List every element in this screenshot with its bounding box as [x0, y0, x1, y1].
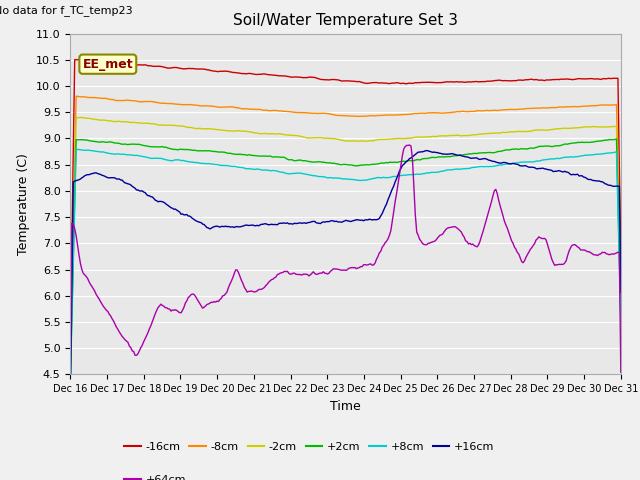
-8cm — [351, 113, 359, 119]
+2cm — [617, 313, 625, 319]
-16cm — [617, 253, 625, 259]
+64cm — [542, 237, 550, 243]
Line: -8cm: -8cm — [70, 96, 621, 353]
-8cm — [617, 291, 625, 297]
Line: +8cm: +8cm — [70, 149, 621, 380]
-2cm — [351, 138, 359, 144]
+8cm — [614, 206, 622, 212]
Text: EE_met: EE_met — [83, 58, 133, 71]
+16cm — [349, 218, 357, 224]
+64cm — [85, 279, 93, 285]
+16cm — [85, 172, 93, 178]
-16cm — [77, 57, 84, 62]
+8cm — [86, 148, 94, 154]
+16cm — [460, 154, 468, 159]
+64cm — [67, 349, 74, 355]
-16cm — [614, 75, 622, 81]
+8cm — [351, 177, 359, 182]
+8cm — [542, 156, 550, 162]
-2cm — [614, 184, 622, 190]
-8cm — [542, 105, 550, 111]
+8cm — [104, 150, 111, 156]
-2cm — [460, 133, 468, 139]
+2cm — [612, 136, 620, 142]
-8cm — [614, 165, 622, 170]
+2cm — [102, 139, 110, 145]
+64cm — [617, 369, 625, 375]
Title: Soil/Water Temperature Set 3: Soil/Water Temperature Set 3 — [233, 13, 458, 28]
-8cm — [67, 350, 74, 356]
+8cm — [72, 146, 80, 152]
+16cm — [423, 148, 431, 154]
Line: -16cm: -16cm — [70, 60, 621, 335]
+16cm — [614, 183, 622, 189]
+16cm — [67, 394, 74, 399]
+2cm — [349, 163, 357, 168]
-8cm — [460, 108, 468, 114]
Line: +16cm: +16cm — [70, 151, 621, 396]
-16cm — [542, 77, 550, 83]
-2cm — [67, 362, 74, 368]
X-axis label: Time: Time — [330, 400, 361, 413]
+8cm — [460, 166, 468, 172]
Text: No data for f_TC_temp23: No data for f_TC_temp23 — [0, 5, 132, 16]
+64cm — [406, 142, 413, 148]
-16cm — [86, 59, 94, 64]
-2cm — [542, 127, 550, 133]
+64cm — [614, 249, 622, 255]
+2cm — [614, 195, 622, 201]
Legend: +64cm: +64cm — [120, 470, 191, 480]
-16cm — [460, 79, 468, 85]
+64cm — [102, 307, 110, 313]
-2cm — [617, 305, 625, 311]
+2cm — [541, 143, 548, 149]
-16cm — [351, 78, 359, 84]
+16cm — [542, 166, 550, 172]
Y-axis label: Temperature (C): Temperature (C) — [17, 153, 31, 255]
+8cm — [67, 377, 74, 383]
-8cm — [72, 93, 80, 99]
Line: -2cm: -2cm — [70, 118, 621, 365]
-16cm — [67, 332, 74, 338]
-2cm — [78, 115, 86, 120]
-2cm — [86, 116, 94, 121]
-8cm — [104, 96, 111, 102]
-2cm — [104, 118, 111, 124]
+64cm — [349, 265, 357, 271]
+16cm — [102, 174, 110, 180]
+16cm — [617, 289, 625, 295]
Line: +64cm: +64cm — [70, 145, 621, 372]
+64cm — [460, 234, 468, 240]
+8cm — [617, 321, 625, 326]
+2cm — [85, 138, 93, 144]
+2cm — [459, 152, 467, 158]
Line: +2cm: +2cm — [70, 139, 621, 375]
-8cm — [86, 95, 94, 100]
+2cm — [67, 372, 74, 378]
-16cm — [104, 60, 111, 66]
